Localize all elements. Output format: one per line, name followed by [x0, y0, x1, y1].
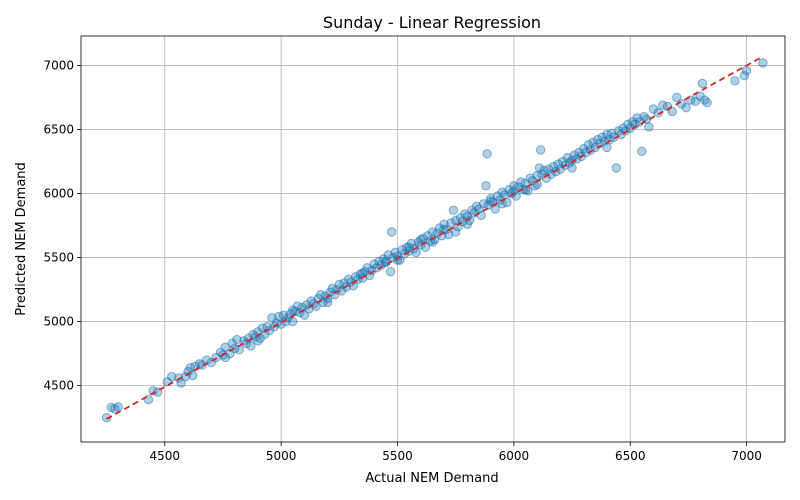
- data-point: [476, 210, 486, 221]
- y-tick-label: 5500: [43, 251, 74, 265]
- x-axis-label: Actual NEM Demand: [365, 471, 498, 486]
- data-point: [232, 334, 242, 345]
- y-axis-label: Predicted NEM Demand: [14, 162, 29, 316]
- x-tick-label: 4500: [150, 449, 181, 463]
- plot-frame: [80, 35, 786, 443]
- x-tick-label: 6000: [499, 449, 530, 463]
- data-point: [481, 181, 491, 191]
- data-point: [348, 281, 358, 291]
- data-point: [246, 341, 256, 351]
- data-point: [583, 140, 594, 150]
- data-point: [450, 227, 461, 237]
- data-point: [611, 163, 621, 173]
- y-tick-label: 7000: [43, 58, 74, 72]
- data-point: [448, 205, 459, 215]
- data-point: [758, 58, 768, 68]
- x-tick-label: 5500: [382, 449, 413, 463]
- data-point: [176, 378, 186, 388]
- x-tick-label: 5000: [266, 449, 297, 463]
- data-point: [739, 71, 749, 81]
- y-tick-label: 6500: [43, 122, 74, 136]
- data-point: [544, 164, 554, 174]
- data-point: [113, 402, 123, 412]
- data-point: [446, 218, 456, 228]
- data-point: [637, 146, 647, 156]
- y-tick-label: 6000: [43, 187, 74, 201]
- data-point: [234, 345, 244, 355]
- y-tick-label: 4500: [43, 379, 74, 393]
- data-point: [385, 266, 396, 277]
- data-point: [567, 155, 577, 165]
- data-point: [562, 152, 573, 163]
- data-point: [697, 78, 708, 89]
- points-layer: [101, 58, 768, 423]
- data-point: [588, 137, 598, 148]
- data-point: [548, 161, 559, 172]
- data-point: [416, 234, 426, 245]
- data-point: [253, 336, 263, 346]
- data-point: [485, 196, 496, 206]
- data-point: [482, 149, 492, 159]
- regression-line: [106, 56, 761, 420]
- ticks-layer: 4500 5000 5500 6000 6500 7000 4500 5000 5500 6000…: [43, 58, 761, 463]
- data-point: [702, 97, 712, 108]
- fit-line-layer: [106, 56, 761, 420]
- data-point: [299, 310, 310, 320]
- chart-title: Sunday - Linear Regression: [323, 13, 541, 32]
- data-point: [288, 316, 298, 327]
- data-point: [381, 256, 391, 267]
- x-tick-label: 6500: [615, 449, 646, 463]
- data-point: [672, 92, 682, 103]
- data-point: [553, 159, 563, 169]
- data-point: [567, 163, 577, 173]
- data-point: [386, 227, 397, 237]
- data-point: [602, 142, 612, 153]
- data-point: [462, 219, 473, 229]
- data-point: [644, 122, 654, 132]
- data-point: [681, 103, 691, 113]
- data-point: [167, 371, 177, 382]
- data-point: [322, 297, 333, 308]
- grid-layer: [81, 36, 785, 442]
- data-point: [101, 412, 112, 423]
- data-point: [220, 342, 230, 352]
- data-point: [404, 242, 414, 253]
- data-point: [439, 219, 449, 229]
- data-point: [288, 305, 298, 315]
- x-tick-label: 7000: [731, 449, 762, 463]
- data-point: [741, 65, 752, 76]
- y-tick-label: 5000: [43, 315, 74, 329]
- data-point: [730, 76, 740, 86]
- data-point: [535, 145, 546, 155]
